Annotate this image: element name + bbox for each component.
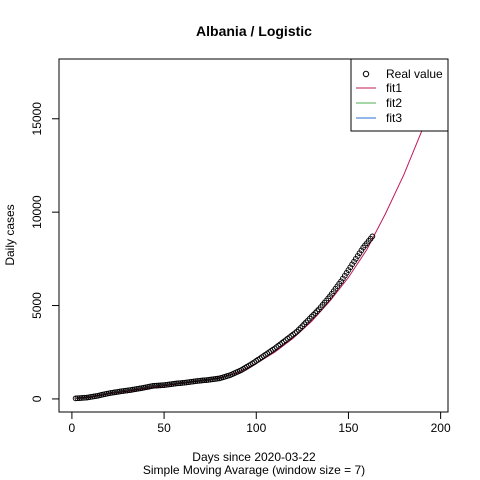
- real-value-point: [314, 308, 320, 314]
- y-tick-label: 15000: [30, 102, 44, 136]
- y-axis: 0 5000 10000 15000: [30, 102, 60, 402]
- real-value-point: [152, 382, 158, 389]
- x-tick-label: 100: [246, 421, 266, 435]
- real-value-point: [295, 326, 302, 333]
- chart-subtitle: Simple Moving Avarage (window size = 7): [143, 463, 365, 477]
- real-value-point: [188, 378, 195, 385]
- real-value-point: [76, 395, 83, 401]
- real-value-point: [343, 270, 350, 276]
- x-axis-label: Days since 2020-03-22: [192, 450, 316, 464]
- legend-label-real-value: Real value: [386, 67, 443, 81]
- x-tick-label: 200: [431, 421, 451, 435]
- real-value-point: [347, 264, 354, 271]
- legend: Real value fit1 fit2 fit3: [350, 58, 449, 132]
- chart-title: Albania / Logistic: [196, 23, 312, 39]
- real-value-point: [351, 258, 357, 265]
- real-value-point: [297, 325, 304, 331]
- y-tick-label: 0: [30, 395, 44, 402]
- real-value-point: [338, 278, 344, 285]
- legend-label-fit2: fit2: [386, 96, 402, 110]
- real-value-point: [308, 313, 315, 320]
- real-value-point: [306, 315, 313, 322]
- y-tick-label: 10000: [30, 195, 44, 229]
- real-value-point: [78, 395, 84, 401]
- real-value-point: [179, 380, 186, 386]
- real-value-point: [201, 377, 208, 384]
- real-value-point: [81, 394, 88, 401]
- real-value-point: [150, 383, 156, 389]
- x-tick-label: 0: [69, 421, 76, 435]
- real-value-point: [369, 233, 376, 240]
- real-value-point: [153, 382, 160, 389]
- real-value-series: [72, 233, 376, 402]
- legend-box: [350, 58, 449, 132]
- real-value-point: [310, 312, 317, 318]
- legend-label-fit1: fit1: [386, 81, 402, 95]
- y-axis-label: Daily cases: [3, 204, 17, 265]
- x-tick-label: 50: [157, 421, 171, 435]
- real-value-point: [354, 253, 361, 259]
- real-value-point: [293, 328, 300, 335]
- real-value-point: [155, 382, 162, 389]
- real-value-point: [74, 395, 81, 402]
- real-value-point: [172, 380, 178, 387]
- legend-label-fit3: fit3: [386, 111, 402, 125]
- x-axis: 0 50 100 150 200: [69, 411, 451, 435]
- real-value-point: [358, 247, 365, 254]
- real-value-point: [214, 375, 221, 382]
- legend-marker-real-value: [362, 70, 370, 78]
- real-value-point: [341, 272, 348, 279]
- x-tick-label: 150: [338, 421, 358, 435]
- real-value-point: [192, 378, 199, 385]
- y-tick-label: 5000: [30, 292, 44, 319]
- real-value-point: [175, 380, 182, 387]
- real-value-point: [196, 377, 202, 384]
- real-value-point: [159, 382, 166, 389]
